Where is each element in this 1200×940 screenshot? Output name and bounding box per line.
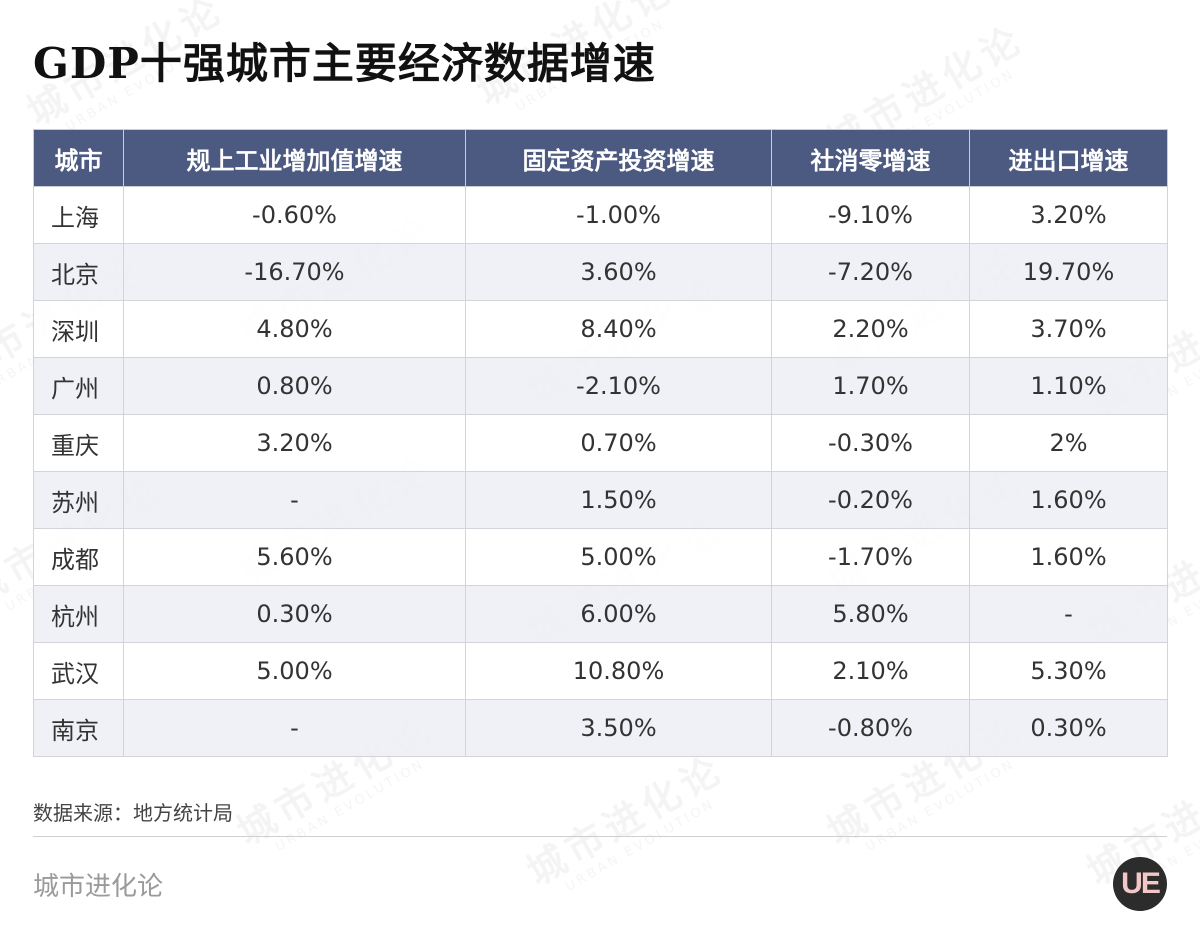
industrial-growth-cell: - xyxy=(123,471,466,529)
city-cell: 重庆 xyxy=(33,414,124,472)
header-fixed-investment-growth: 固定资产投资增速 xyxy=(465,129,772,187)
brand-name: 城市进化论 xyxy=(33,872,164,902)
retail-growth-cell: -0.80% xyxy=(771,699,970,757)
watermark-tile: 城市进化论URBAN EVOLUTION xyxy=(519,746,739,907)
city-cell: 杭州 xyxy=(33,585,124,643)
fixed-investment-growth-cell: 8.40% xyxy=(465,300,772,358)
header-city: 城市 xyxy=(33,129,124,187)
fixed-investment-growth-cell: -2.10% xyxy=(465,357,772,415)
watermark-subtext: URBAN EVOLUTION xyxy=(252,745,449,866)
table-row: 武汉 5.00% 10.80% 2.10% 5.30% xyxy=(33,642,1168,700)
industrial-growth-cell: 5.00% xyxy=(123,642,466,700)
retail-growth-cell: 1.70% xyxy=(771,357,970,415)
data-table-container: 城市 规上工业增加值增速 固定资产投资增速 社消零增速 进出口增速 上海 -0.6… xyxy=(33,129,1168,757)
table-row: 广州 0.80% -2.10% 1.70% 1.10% xyxy=(33,357,1168,415)
trade-growth-cell: 1.10% xyxy=(969,357,1168,415)
fixed-investment-growth-cell: 10.80% xyxy=(465,642,772,700)
city-cell: 深圳 xyxy=(33,300,124,358)
fixed-investment-growth-cell: 3.60% xyxy=(465,243,772,301)
retail-growth-cell: -9.10% xyxy=(771,186,970,244)
retail-growth-cell: -0.20% xyxy=(771,471,970,529)
table-row: 苏州 -1.50% -0.20% 1.60% xyxy=(33,471,1168,529)
retail-growth-cell: 2.20% xyxy=(771,300,970,358)
trade-growth-cell: 5.30% xyxy=(969,642,1168,700)
table-row: 杭州 0.30% 6.00% 5.80% - xyxy=(33,585,1168,643)
table-row: 重庆 3.20% 0.70% -0.30% 2% xyxy=(33,414,1168,472)
table-row: 北京 -16.70% 3.60% -7.20% 19.70% xyxy=(33,243,1168,301)
logo-text: UE xyxy=(1121,867,1161,900)
fixed-investment-growth-cell: 3.50% xyxy=(465,699,772,757)
industrial-growth-cell: 0.30% xyxy=(123,585,466,643)
table-row: 南京 -3.50% -0.80% 0.30% xyxy=(33,699,1168,757)
data-table: 城市 规上工业增加值增速 固定资产投资增速 社消零增速 进出口增速 上海 -0.6… xyxy=(33,129,1168,757)
city-cell: 广州 xyxy=(33,357,124,415)
data-source-note: 数据来源：地方统计局 xyxy=(33,801,233,825)
retail-growth-cell: 5.80% xyxy=(771,585,970,643)
brand-logo: UE xyxy=(1113,857,1167,911)
city-cell: 北京 xyxy=(33,243,124,301)
trade-growth-cell: - xyxy=(969,585,1168,643)
trade-growth-cell: 1.60% xyxy=(969,471,1168,529)
fixed-investment-growth-cell: -1.00% xyxy=(465,186,772,244)
industrial-growth-cell: -0.60% xyxy=(123,186,466,244)
table-body: 上海 -0.60% -1.00% -9.10% 3.20% 北京 -16.70% 3.60% -… xyxy=(33,186,1168,757)
trade-growth-cell: 1.60% xyxy=(969,528,1168,586)
header-industrial-growth: 规上工业增加值增速 xyxy=(123,129,466,187)
city-cell: 武汉 xyxy=(33,642,124,700)
city-cell: 成都 xyxy=(33,528,124,586)
fixed-investment-growth-cell: 5.00% xyxy=(465,528,772,586)
header-retail-growth: 社消零增速 xyxy=(771,129,970,187)
table-row: 上海 -0.60% -1.00% -9.10% 3.20% xyxy=(33,186,1168,244)
industrial-growth-cell: 5.60% xyxy=(123,528,466,586)
city-cell: 南京 xyxy=(33,699,124,757)
retail-growth-cell: -1.70% xyxy=(771,528,970,586)
industrial-growth-cell: 4.80% xyxy=(123,300,466,358)
fixed-investment-growth-cell: 6.00% xyxy=(465,585,772,643)
header-trade-growth: 进出口增速 xyxy=(969,129,1168,187)
fixed-investment-growth-cell: 1.50% xyxy=(465,471,772,529)
fixed-investment-growth-cell: 0.70% xyxy=(465,414,772,472)
trade-growth-cell: 19.70% xyxy=(969,243,1168,301)
table-header-row: 城市 规上工业增加值增速 固定资产投资增速 社消零增速 进出口增速 xyxy=(33,129,1168,187)
table-row: 成都 5.60% 5.00% -1.70% 1.60% xyxy=(33,528,1168,586)
watermark-text: 城市进化论 xyxy=(519,746,732,894)
retail-growth-cell: -0.30% xyxy=(771,414,970,472)
city-cell: 上海 xyxy=(33,186,124,244)
watermark-subtext: URBAN EVOLUTION xyxy=(542,785,739,906)
industrial-growth-cell: 3.20% xyxy=(123,414,466,472)
footer-divider xyxy=(33,836,1167,837)
city-cell: 苏州 xyxy=(33,471,124,529)
watermark-subtext: URBAN EVOLUTION xyxy=(842,745,1039,866)
trade-growth-cell: 0.30% xyxy=(969,699,1168,757)
retail-growth-cell: 2.10% xyxy=(771,642,970,700)
industrial-growth-cell: 0.80% xyxy=(123,357,466,415)
industrial-growth-cell: -16.70% xyxy=(123,243,466,301)
table-row: 深圳 4.80% 8.40% 2.20% 3.70% xyxy=(33,300,1168,358)
retail-growth-cell: -7.20% xyxy=(771,243,970,301)
industrial-growth-cell: - xyxy=(123,699,466,757)
trade-growth-cell: 3.20% xyxy=(969,186,1168,244)
trade-growth-cell: 2% xyxy=(969,414,1168,472)
trade-growth-cell: 3.70% xyxy=(969,300,1168,358)
page-title: GDP十强城市主要经济数据增速 xyxy=(33,39,656,88)
